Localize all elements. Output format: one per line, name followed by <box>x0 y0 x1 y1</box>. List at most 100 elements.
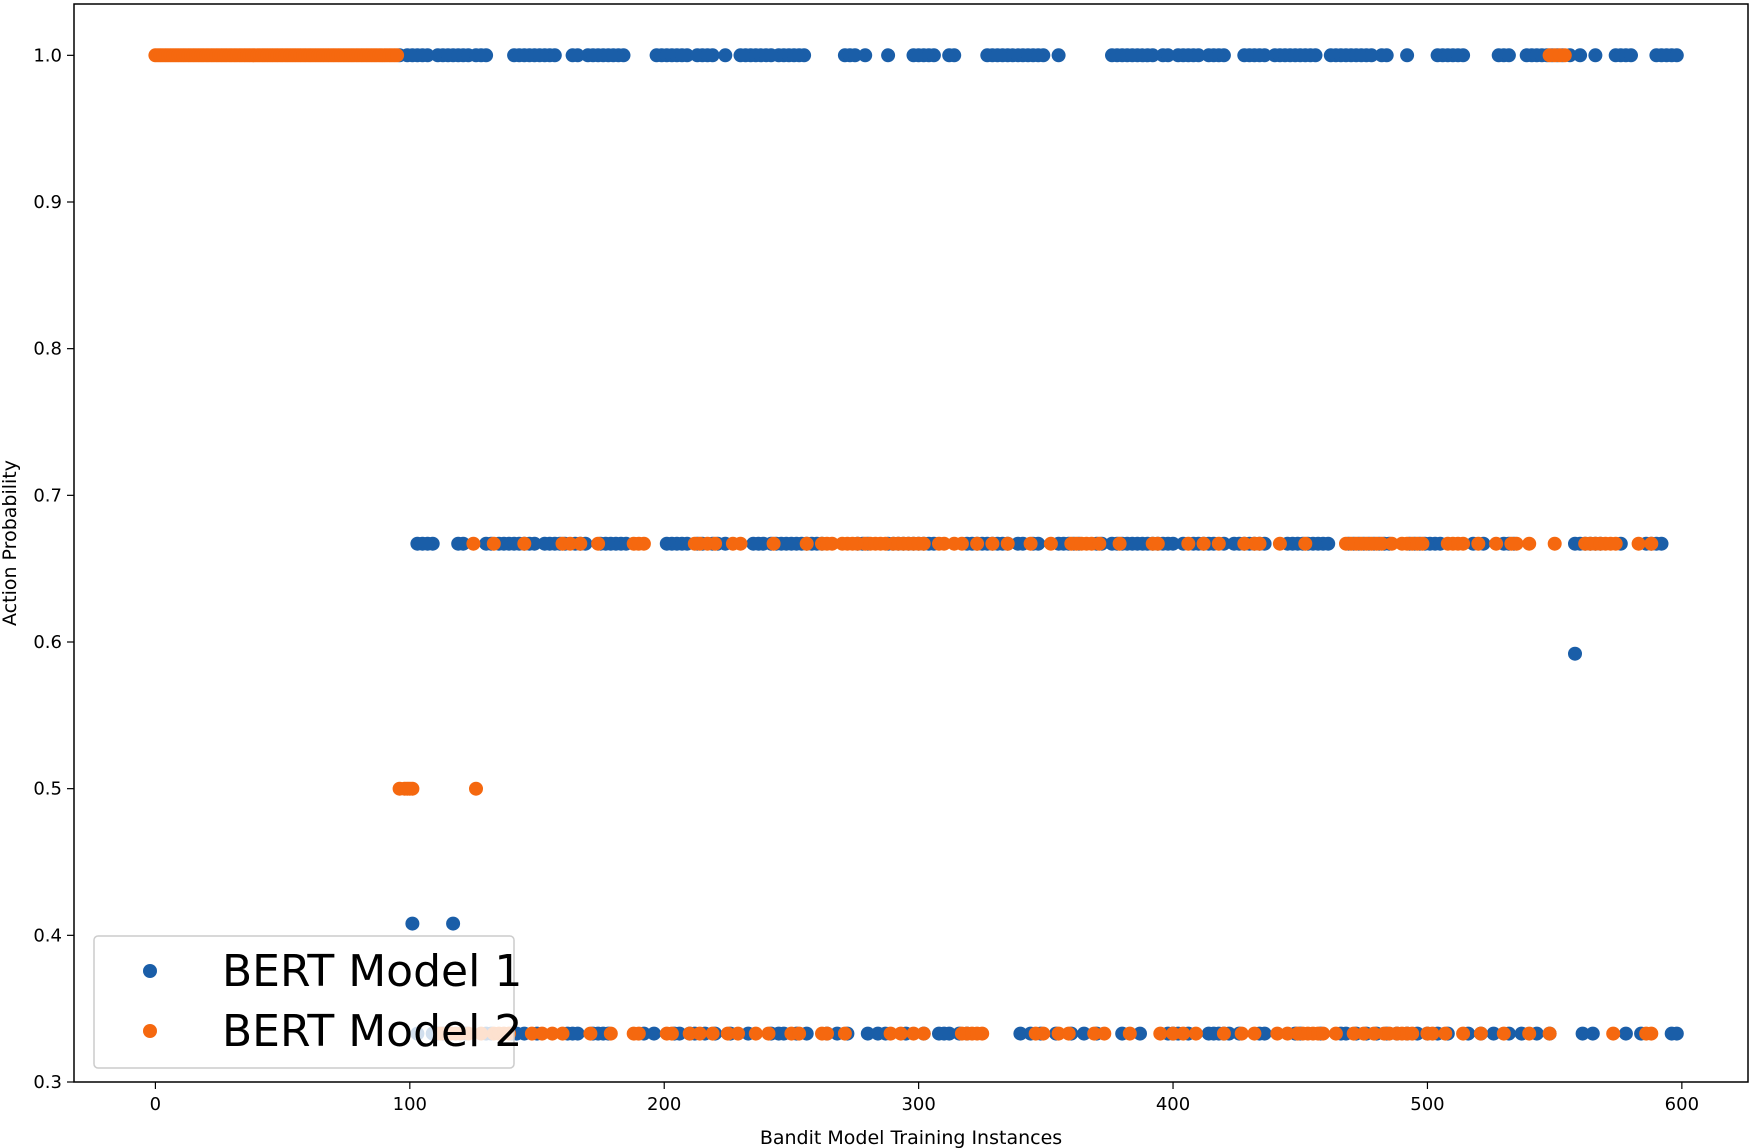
data-point <box>1588 48 1603 63</box>
data-point <box>705 1026 720 1041</box>
data-point <box>1257 1026 1272 1041</box>
data-point <box>446 916 461 931</box>
data-point <box>1456 48 1471 63</box>
data-point <box>469 781 483 796</box>
data-point <box>893 1026 908 1041</box>
data-point <box>1196 536 1211 551</box>
data-point <box>573 536 588 551</box>
data-point <box>1247 1026 1262 1041</box>
data-point <box>954 536 969 551</box>
y-tick-label: 0.7 <box>33 485 62 506</box>
data-point <box>1061 1026 1076 1041</box>
data-point <box>1669 1026 1684 1041</box>
y-tick-label: 0.6 <box>33 632 62 653</box>
x-tick-label: 600 <box>1665 1094 1699 1115</box>
data-point <box>1257 48 1272 63</box>
data-point <box>570 48 585 63</box>
data-point <box>456 536 471 551</box>
data-point <box>1606 1026 1621 1041</box>
data-point <box>881 48 896 63</box>
y-tick-label: 1.0 <box>33 45 62 66</box>
data-point <box>1237 536 1252 551</box>
data-point <box>563 536 578 551</box>
data-point <box>1112 536 1127 551</box>
y-tick-label: 0.4 <box>33 925 62 946</box>
data-point <box>1191 48 1206 63</box>
data-point <box>1379 48 1394 63</box>
data-point <box>1097 1026 1112 1041</box>
y-tick-label: 0.5 <box>33 779 62 800</box>
data-point <box>883 1026 898 1041</box>
data-point <box>947 48 962 63</box>
data-point <box>1321 536 1336 551</box>
data-point <box>425 536 440 551</box>
data-point <box>1669 48 1684 63</box>
data-point <box>731 1026 745 1041</box>
data-point <box>486 536 501 551</box>
data-point <box>820 1026 834 1041</box>
series-2-points <box>148 48 1659 1041</box>
data-point <box>837 1026 852 1041</box>
data-point <box>555 1026 570 1041</box>
data-point <box>1618 1026 1633 1041</box>
data-point <box>524 1026 539 1041</box>
data-point <box>797 48 812 63</box>
data-point <box>1133 1026 1147 1041</box>
data-point <box>1181 536 1196 551</box>
data-point <box>1631 536 1646 551</box>
data-point <box>985 536 1000 551</box>
data-point <box>1471 536 1486 551</box>
data-point <box>1051 1026 1066 1041</box>
data-point <box>1585 1026 1600 1041</box>
x-tick-label: 200 <box>647 1094 681 1115</box>
data-point <box>636 536 651 551</box>
data-point <box>527 536 542 551</box>
legend-label-bert-model-1: BERT Model 1 <box>222 946 522 997</box>
data-point <box>1575 1026 1590 1041</box>
data-point <box>1252 536 1267 551</box>
data-point <box>1522 536 1537 551</box>
data-point <box>1557 48 1572 63</box>
data-point <box>1272 536 1287 551</box>
y-tick-label: 0.3 <box>33 1072 62 1093</box>
data-point <box>1547 536 1562 551</box>
data-point <box>1316 1026 1331 1041</box>
data-point <box>420 48 435 63</box>
data-point <box>1043 536 1058 551</box>
data-point <box>1501 48 1516 63</box>
data-point <box>1473 1026 1488 1041</box>
data-point <box>1356 1026 1371 1041</box>
data-point <box>1456 1026 1471 1041</box>
data-point <box>1486 1026 1501 1041</box>
x-tick-label: 500 <box>1410 1094 1444 1115</box>
data-point <box>1176 1026 1191 1041</box>
data-point <box>937 536 952 551</box>
data-point <box>603 1026 618 1041</box>
data-point <box>766 536 781 551</box>
data-point <box>1509 536 1524 551</box>
data-point <box>860 1026 875 1041</box>
data-point <box>748 1026 763 1041</box>
x-tick-label: 100 <box>393 1094 427 1115</box>
data-point <box>1087 1026 1102 1041</box>
data-point <box>1308 48 1323 63</box>
data-point <box>1346 1026 1361 1041</box>
data-point <box>1384 536 1399 551</box>
data-point <box>1153 1026 1168 1041</box>
data-point <box>708 536 723 551</box>
data-point <box>1573 48 1588 63</box>
data-point <box>705 48 720 63</box>
data-point <box>680 48 695 63</box>
data-point <box>1608 536 1623 551</box>
data-point <box>1364 48 1379 63</box>
data-point <box>1051 48 1066 63</box>
x-tick-label: 0 <box>150 1094 161 1115</box>
data-point <box>1400 48 1415 63</box>
data-point <box>1216 48 1231 63</box>
data-point <box>926 48 941 63</box>
data-point <box>1166 536 1180 551</box>
data-point <box>1092 536 1107 551</box>
data-point <box>792 1026 807 1041</box>
data-point <box>1216 1026 1231 1041</box>
